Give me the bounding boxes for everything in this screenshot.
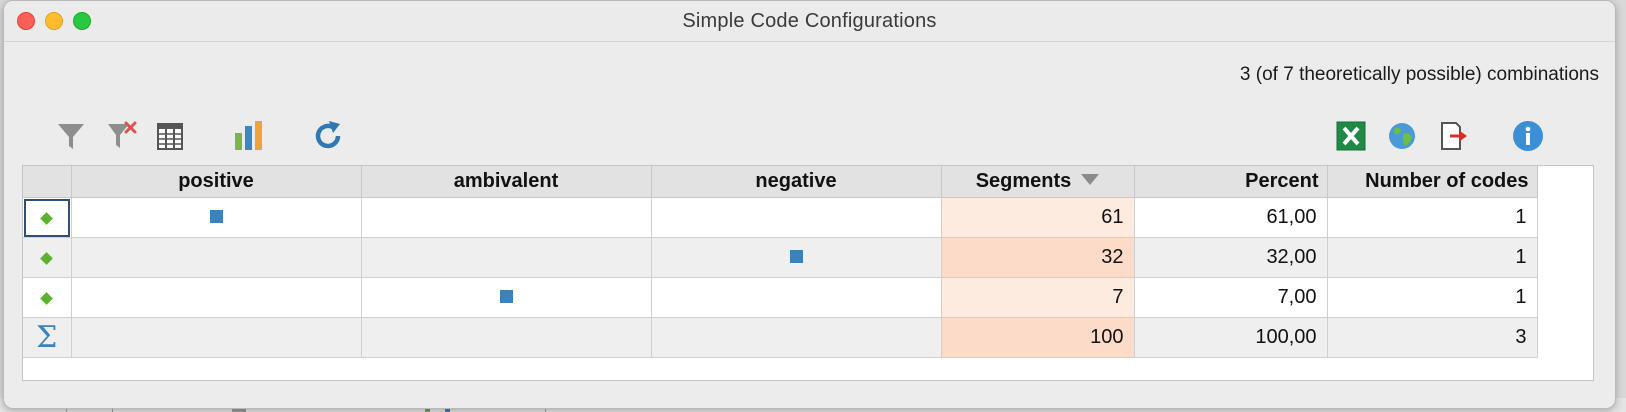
configurations-table: positive ambivalent negative Segments Pe… [22,165,1594,381]
cell-segments[interactable]: 32 [941,237,1135,278]
column-header-ambivalent[interactable]: ambivalent [361,166,652,198]
table-columns-icon[interactable] [153,119,187,153]
cell-negative[interactable] [651,277,942,318]
sort-descending-icon [1081,174,1100,185]
table-row[interactable]: 61 61,00 1 [23,197,1538,238]
row-header-total: Σ [23,317,72,358]
cell-positive[interactable] [71,277,362,318]
cell-percent[interactable]: 32,00 [1134,237,1328,278]
row-diamond-icon [40,252,54,265]
row-header-corner [23,166,72,198]
sigma-icon: Σ [36,319,58,355]
column-header-positive[interactable]: positive [71,166,362,198]
info-icon[interactable] [1511,119,1545,153]
window-title: Simple Code Configurations [682,10,937,32]
toolbar [18,103,1610,165]
cell-segments[interactable]: 7 [941,277,1135,318]
close-window-button[interactable] [17,12,35,30]
cell-segments[interactable]: 61 [941,197,1135,238]
zoom-window-button[interactable] [73,12,91,30]
column-header-segments-label: Segments [975,170,1072,192]
cell-ambivalent[interactable] [361,237,652,278]
minimize-window-button[interactable] [45,12,63,30]
row-header[interactable] [23,277,72,318]
cell-number-of-codes[interactable]: 1 [1327,277,1538,318]
cell-ambivalent-total [361,317,652,358]
cell-positive[interactable] [71,237,362,278]
bar-chart-icon[interactable] [232,119,266,153]
web-export-icon[interactable] [1385,119,1419,153]
cell-segments-total: 100 [941,317,1135,358]
column-header-negative[interactable]: negative [651,166,942,198]
excel-export-icon[interactable] [1334,119,1368,153]
column-header-percent[interactable]: Percent [1134,166,1328,198]
cell-number-of-codes[interactable]: 1 [1327,237,1538,278]
cell-negative[interactable] [651,197,942,238]
table-row[interactable]: 7 7,00 1 [23,277,1538,318]
cell-negative[interactable] [651,237,942,278]
cell-positive[interactable] [71,197,362,238]
code-configurations-window: Simple Code Configurations 3 (of 7 theor… [3,0,1616,409]
cell-number-of-codes-total: 3 [1327,317,1538,358]
refresh-icon[interactable] [311,119,345,153]
row-header[interactable] [23,197,72,238]
cell-percent[interactable]: 7,00 [1134,277,1328,318]
cell-negative-total [651,317,942,358]
column-header-segments[interactable]: Segments [941,166,1135,198]
column-header-number-of-codes[interactable]: Number of codes [1327,166,1538,198]
cell-percent[interactable]: 61,00 [1134,197,1328,238]
cell-positive-total [71,317,362,358]
cell-ambivalent[interactable] [361,277,652,318]
row-diamond-icon [40,292,54,305]
code-present-marker [209,210,223,223]
clear-filter-icon[interactable] [105,119,139,153]
code-present-marker [499,290,513,303]
combinations-summary: 3 (of 7 theoretically possible) combinat… [1239,64,1599,85]
row-header[interactable] [23,237,72,278]
cell-ambivalent[interactable] [361,197,652,238]
cell-percent-total: 100,00 [1134,317,1328,358]
row-diamond-icon [40,212,54,225]
filter-icon[interactable] [54,119,88,153]
cell-number-of-codes[interactable]: 1 [1327,197,1538,238]
table-header-row: positive ambivalent negative Segments Pe… [23,166,1538,198]
table-row[interactable]: 32 32,00 1 [23,237,1538,278]
title-bar[interactable]: Simple Code Configurations [4,1,1615,42]
code-present-marker [789,250,803,263]
export-icon[interactable] [1436,119,1470,153]
table-total-row: Σ 100 100,00 3 [23,317,1538,358]
